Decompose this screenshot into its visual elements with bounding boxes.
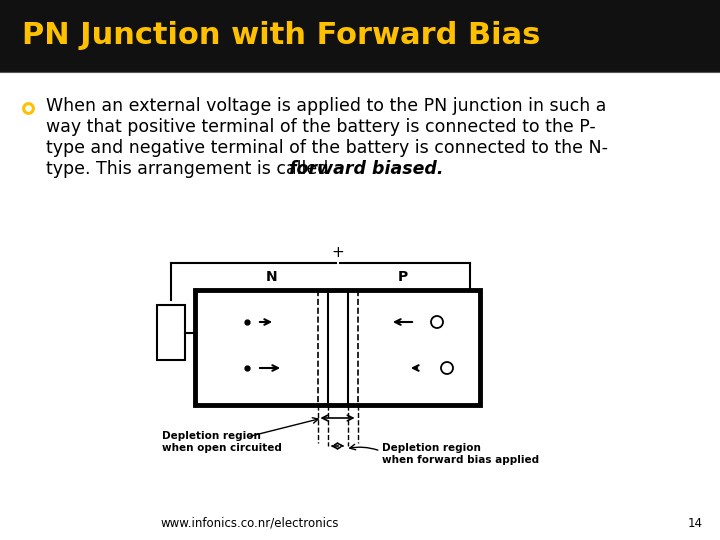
Text: PN Junction with Forward Bias: PN Junction with Forward Bias (22, 22, 541, 51)
Text: when forward bias applied: when forward bias applied (382, 455, 539, 465)
Text: www.infonics.co.nr/electronics: www.infonics.co.nr/electronics (161, 517, 339, 530)
Bar (157, 305, 185, 360)
Bar (195, 290, 480, 405)
Text: Depletion region: Depletion region (162, 431, 261, 441)
Text: P: P (398, 270, 408, 284)
Text: type and negative terminal of the battery is connected to the N-: type and negative terminal of the batter… (46, 139, 608, 157)
Bar (0, 0, 720, 72)
Circle shape (431, 316, 443, 328)
Text: forward biased.: forward biased. (289, 160, 443, 178)
Text: N: N (266, 270, 278, 284)
Text: +: + (331, 245, 344, 260)
Text: Depletion region: Depletion region (382, 443, 482, 453)
Text: way that positive terminal of the battery is connected to the P-: way that positive terminal of the batter… (46, 118, 595, 136)
Text: 14: 14 (688, 517, 703, 530)
Circle shape (441, 362, 453, 374)
Text: type. This arrangement is called: type. This arrangement is called (46, 160, 334, 178)
Text: When an external voltage is applied to the PN junction in such a: When an external voltage is applied to t… (46, 97, 606, 115)
Text: when open circuited: when open circuited (162, 443, 282, 453)
